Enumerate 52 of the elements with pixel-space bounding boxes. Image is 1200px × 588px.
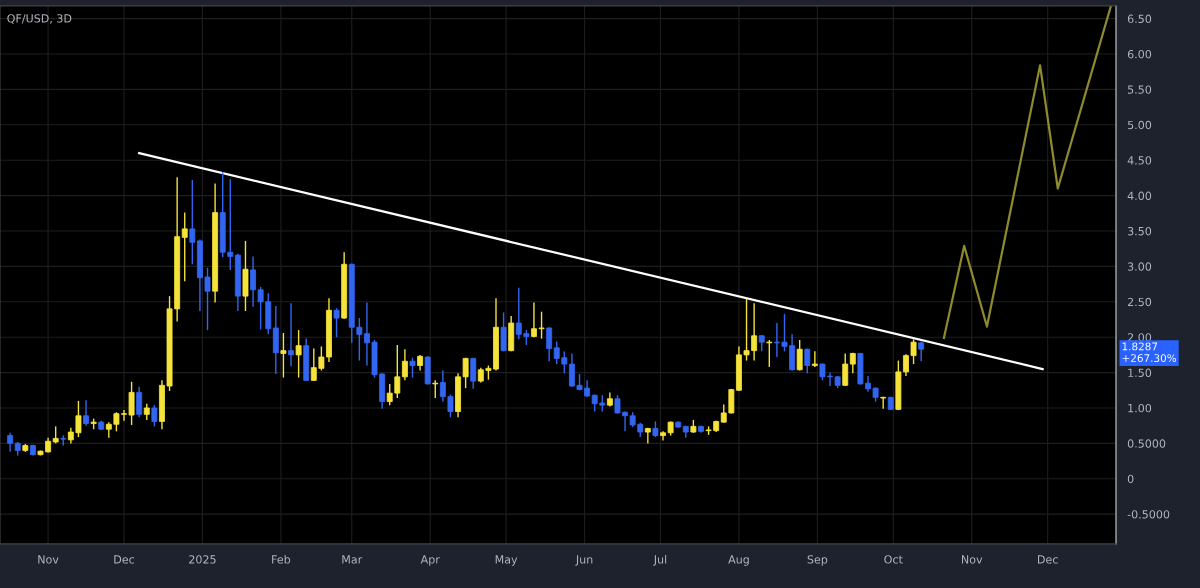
- x-tick-label: Apr: [420, 555, 440, 566]
- candlestick: [918, 340, 925, 362]
- x-tick-label: May: [495, 555, 518, 566]
- candlestick: [842, 352, 849, 387]
- y-tick-label: 3.50: [1127, 226, 1152, 236]
- candlestick: [401, 348, 408, 382]
- x-tick-label: Dec: [1038, 555, 1058, 564]
- y-tick-label: 6.50: [1127, 14, 1152, 23]
- y-tick-label: 0: [1127, 474, 1134, 484]
- x-tick-label: Dec: [114, 555, 135, 564]
- text: QF/USD, 3D: [7, 14, 72, 24]
- y-tick-label: -0.5000: [1127, 510, 1170, 519]
- candlestick: [766, 339, 773, 368]
- y-tick-label: 3.00: [1127, 262, 1152, 271]
- x-tick-label: Feb: [272, 555, 291, 564]
- x-tick-label: Aug: [728, 555, 749, 566]
- y-tick-label: 4.50: [1127, 156, 1152, 165]
- candlestick: [7, 432, 14, 453]
- candlestick: [546, 326, 553, 362]
- candlestick: [500, 311, 507, 353]
- line-series: [942, 5, 1113, 339]
- y-tick-label: 4.00: [1127, 191, 1152, 200]
- candlestick: [151, 404, 158, 428]
- x-tick-label: 2025: [189, 555, 216, 564]
- y-tick-label: 6.00: [1127, 49, 1152, 59]
- candlestick: [136, 386, 143, 418]
- candlestick: [83, 399, 89, 427]
- candlestick: [880, 395, 887, 410]
- candlestick: [811, 350, 818, 368]
- candlestick: [644, 427, 651, 445]
- candlestick: [796, 339, 803, 372]
- x-tick-label: Oct: [884, 555, 903, 564]
- x-tick-label: Nov: [38, 555, 59, 564]
- candlestick: [804, 347, 811, 374]
- x-tick-label: Jul: [653, 555, 667, 566]
- y-tick-label: 0.5000: [1127, 439, 1166, 448]
- x-tick-label: Nov: [962, 555, 983, 564]
- y-tick-label: 1.00: [1128, 403, 1152, 413]
- y-tick-label: 5.50: [1127, 85, 1152, 94]
- candlestick: [288, 302, 294, 367]
- candlestick: [295, 329, 302, 379]
- x-tick-label: Sep: [807, 555, 828, 566]
- x-tick-label: Mar: [342, 555, 363, 564]
- candlestick: [470, 357, 477, 390]
- y-tick-label: 5.00: [1127, 120, 1152, 130]
- candlestick: [333, 307, 340, 338]
- y-tick-label: 1.50: [1128, 368, 1152, 377]
- candlestick: [409, 357, 416, 379]
- candlestick: [280, 332, 287, 379]
- y-tick-label: 2.50: [1127, 297, 1152, 307]
- x-tick-label: Jun: [575, 555, 593, 566]
- candlestick: [181, 211, 188, 282]
